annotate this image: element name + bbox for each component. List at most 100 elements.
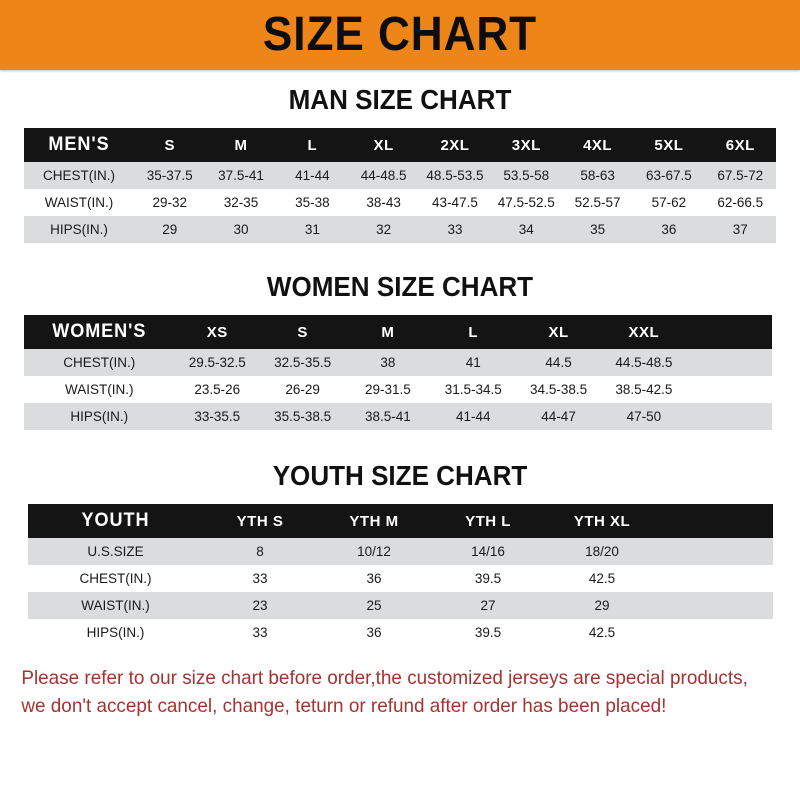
men-measurement-cell: 38-43 (366, 195, 401, 210)
youth-measurement-cell: 36 (366, 571, 382, 586)
youth-row-label: CHEST(IN.) (79, 571, 152, 586)
order-policy-note: Please refer to our size chart before or… (0, 664, 776, 721)
women-measurement-cell-empty (687, 403, 772, 430)
men-measurement-cell: 32-35 (223, 195, 259, 210)
women-row-label: WAIST(IN.) (65, 382, 134, 397)
women-size-header: XXL (628, 323, 660, 341)
youth-measurement-cell: 8 (256, 544, 264, 559)
women-measurement-cell: 38.5-42.5 (615, 382, 673, 397)
table-row: U.S.SIZE 8 10/12 14/16 18/20 (28, 538, 773, 565)
women-measurement-cell: 38 (380, 355, 396, 370)
table-row: HIPS(IN.) 29 30 31 32 33 34 35 36 37 (24, 216, 776, 243)
youth-measurement-cell: 10/12 (357, 544, 391, 559)
women-measurement-cell: 23.5-26 (194, 382, 241, 397)
men-measurement-cell: 53.5-58 (503, 168, 550, 183)
women-measurement-cell: 47-50 (626, 409, 662, 424)
women-size-table: WOMEN'S XS S M L XL XXL CHEST(IN.) 29.5-32.5 32.5… (24, 315, 772, 430)
youth-measurement-cell: 33 (252, 625, 268, 640)
women-row-label: CHEST(IN.) (63, 355, 136, 370)
men-measurement-cell: 32 (376, 222, 392, 237)
men-measurement-cell: 48.5-53.5 (426, 168, 484, 183)
men-measurement-cell: 31 (304, 222, 320, 237)
men-size-header: 6XL (725, 136, 755, 154)
women-measurement-cell: 32.5-35.5 (274, 355, 332, 370)
women-measurement-cell: 41 (465, 355, 481, 370)
men-table-header-row: MEN'S S M L XL 2XL 3XL 4XL 5XL 6XL (24, 128, 776, 162)
women-header-label: WOMEN'S (52, 321, 147, 342)
men-header-label: MEN'S (48, 134, 110, 155)
women-size-section: WOMEN SIZE CHART WOMEN'S XS S M L XL XXL CHEST(… (0, 273, 800, 430)
men-measurement-cell: 30 (233, 222, 249, 237)
men-section-title: MAN SIZE CHART (288, 84, 512, 115)
youth-measurement-cell-empty (659, 565, 773, 592)
men-measurement-cell: 67.5-72 (717, 168, 764, 183)
youth-measurement-cell-empty (659, 592, 773, 619)
men-size-header: S (164, 136, 175, 154)
youth-measurement-cell: 23 (252, 598, 268, 613)
youth-measurement-cell: 36 (366, 625, 382, 640)
women-size-header: XL (548, 323, 569, 341)
men-measurement-cell: 33 (447, 222, 463, 237)
men-measurement-cell: 35-37.5 (146, 168, 193, 183)
youth-measurement-cell: 27 (480, 598, 496, 613)
youth-measurement-cell: 39.5 (474, 625, 502, 640)
women-measurement-cell: 29-31.5 (365, 382, 411, 397)
men-size-header: 5XL (654, 136, 684, 154)
youth-size-header: YTH L (465, 512, 511, 530)
youth-measurement-cell-empty (659, 619, 773, 646)
table-row: WAIST(IN.) 23.5-26 26-29 29-31.5 31.5-34.5 34… (24, 376, 772, 403)
women-measurement-cell: 29.5-32.5 (188, 355, 246, 370)
table-row: WAIST(IN.) 29-32 32-35 35-38 38-43 43-47.5 47.… (24, 189, 776, 216)
women-measurement-cell: 44.5-48.5 (615, 355, 673, 370)
youth-measurement-cell: 42.5 (588, 625, 616, 640)
youth-measurement-cell: 18/20 (585, 544, 619, 559)
women-measurement-cell: 33-35.5 (194, 409, 241, 424)
men-size-header: 2XL (440, 136, 470, 154)
men-size-section: MAN SIZE CHART MEN'S S M L XL 2XL 3XL 4XL 5XL 6XL… (0, 86, 800, 243)
women-measurement-cell: 44-47 (541, 409, 576, 424)
men-measurement-cell: 58-63 (580, 168, 615, 183)
table-row: CHEST(IN.) 35-37.5 37.5-41 41-44 44-48.5 48.5… (24, 162, 776, 189)
youth-row-label: WAIST(IN.) (81, 598, 150, 613)
youth-measurement-cell: 33 (252, 571, 268, 586)
youth-size-table: YOUTH YTH S YTH M YTH L YTH XL U.S.SIZE 8 10/12… (28, 504, 773, 646)
youth-measurement-cell: 39.5 (474, 571, 502, 586)
men-measurement-cell: 29-32 (152, 195, 187, 210)
men-row-label: CHEST(IN.) (43, 168, 116, 183)
youth-size-header-empty (659, 504, 773, 538)
youth-measurement-cell: 29 (594, 598, 610, 613)
youth-size-section: YOUTH SIZE CHART YOUTH YTH S YTH M YTH L YTH… (0, 462, 800, 646)
table-row: HIPS(IN.) 33 36 39.5 42.5 (28, 619, 773, 646)
youth-measurement-cell: 42.5 (588, 571, 616, 586)
youth-size-header: YTH M (349, 512, 399, 530)
women-measurement-cell: 26-29 (285, 382, 320, 397)
women-section-title: WOMEN SIZE CHART (266, 271, 534, 302)
men-measurement-cell: 37 (732, 222, 748, 237)
youth-measurement-cell-empty (659, 538, 773, 565)
men-measurement-cell: 57-62 (651, 195, 687, 210)
table-row: CHEST(IN.) 29.5-32.5 32.5-35.5 38 41 44.5 44.5… (24, 349, 772, 376)
men-size-header: 4XL (583, 136, 613, 154)
women-size-header-empty (687, 315, 772, 349)
women-size-header: S (297, 323, 308, 341)
women-size-header: M (381, 323, 395, 341)
men-measurement-cell: 63-67.5 (645, 168, 692, 183)
men-measurement-cell: 41-44 (295, 168, 330, 183)
men-measurement-cell: 36 (661, 222, 677, 237)
women-measurement-cell: 34.5-38.5 (530, 382, 588, 397)
youth-size-header: YTH XL (573, 512, 631, 530)
order-policy-line-1: Please refer to our size chart before or… (21, 667, 748, 689)
table-row: HIPS(IN.) 33-35.5 35.5-38.5 38.5-41 41-44 44-… (24, 403, 772, 430)
men-measurement-cell: 37.5-41 (218, 168, 264, 183)
size-chart-banner: SIZE CHART (0, 0, 800, 70)
men-measurement-cell: 47.5-52.5 (497, 195, 555, 210)
youth-size-header: YTH S (236, 512, 284, 530)
youth-header-label: YOUTH (81, 510, 150, 531)
table-row: CHEST(IN.) 33 36 39.5 42.5 (28, 565, 773, 592)
women-size-header: L (468, 323, 479, 341)
youth-measurement-cell: 14/16 (471, 544, 505, 559)
youth-row-label: U.S.SIZE (87, 544, 144, 559)
women-measurement-cell: 31.5-34.5 (444, 382, 502, 397)
page-title: SIZE CHART (262, 8, 538, 61)
men-size-header: M (234, 136, 248, 154)
